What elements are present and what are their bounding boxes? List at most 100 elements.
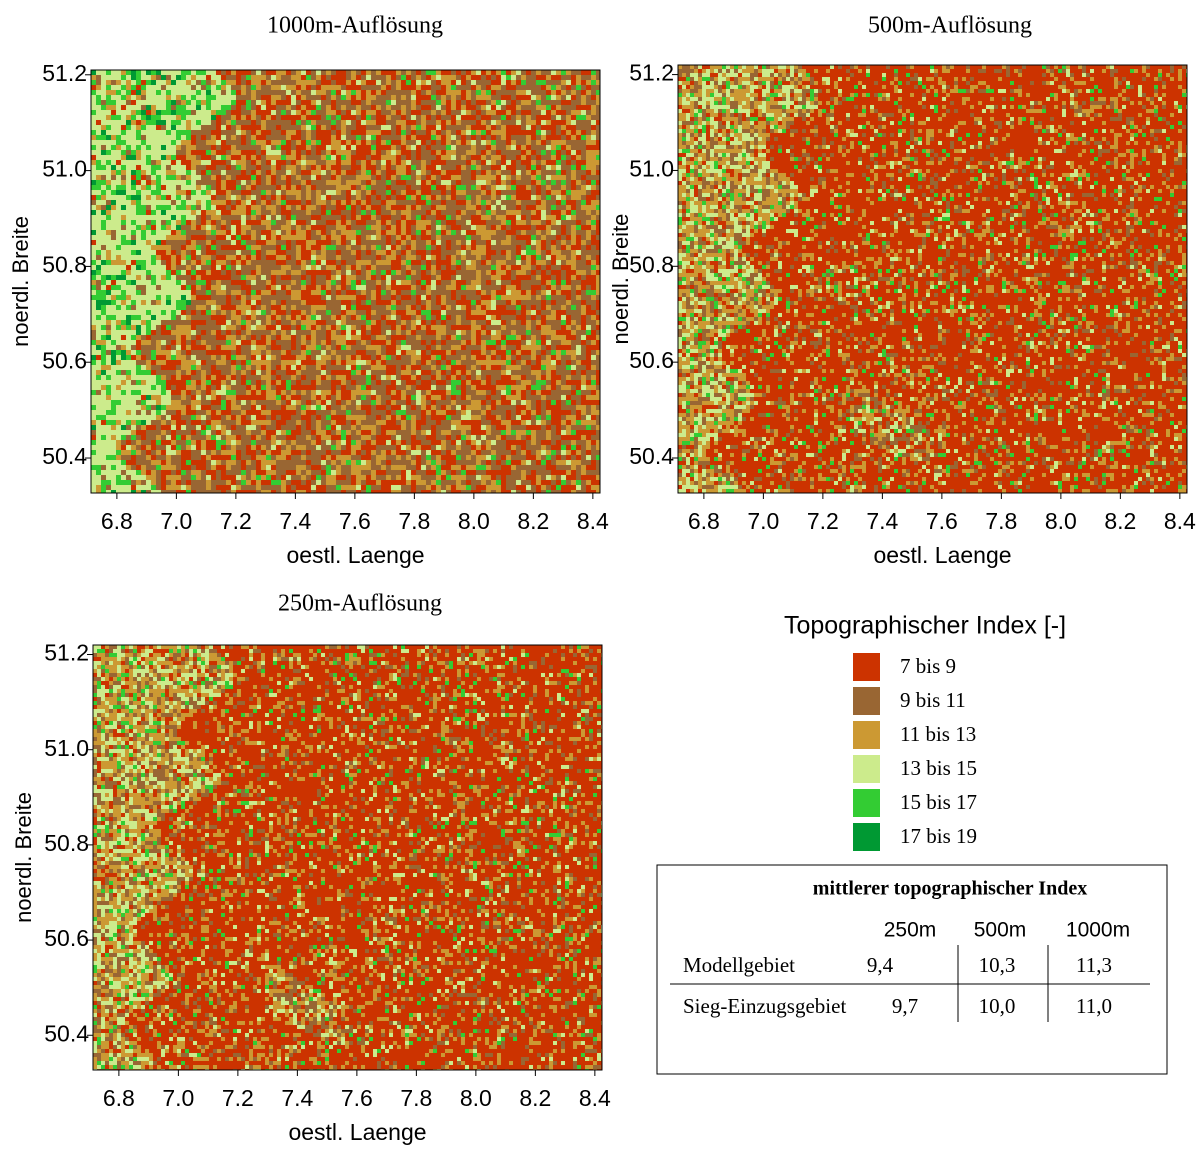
raster-cell: [351, 120, 356, 125]
raster-cell: [151, 120, 156, 125]
raster-cell: [366, 90, 371, 95]
raster-cell: [291, 95, 296, 100]
raster-cell: [236, 110, 241, 115]
raster-cell: [521, 95, 526, 100]
raster-cell: [556, 90, 561, 95]
raster-cell: [296, 130, 301, 135]
raster-cell: [516, 95, 521, 100]
raster-cell: [571, 95, 576, 100]
raster-cell: [586, 115, 591, 120]
raster-cell: [401, 90, 406, 95]
raster-cell: [181, 110, 186, 115]
raster-cell: [176, 70, 181, 75]
raster-cell: [381, 105, 386, 110]
raster-cell: [506, 110, 511, 115]
raster-cell: [356, 130, 361, 135]
raster-cell: [306, 125, 311, 130]
raster-cell: [101, 85, 106, 90]
raster-cell: [506, 115, 511, 120]
raster-cell: [476, 90, 481, 95]
raster-cell: [136, 110, 141, 115]
raster-cell: [126, 95, 131, 100]
raster-cell: [366, 105, 371, 110]
raster-cell: [421, 105, 426, 110]
raster-cell: [426, 105, 431, 110]
raster-cell: [416, 80, 421, 85]
raster-cell: [521, 75, 526, 80]
raster-cell: [231, 80, 236, 85]
raster-cell: [311, 135, 316, 140]
raster-cell: [516, 100, 521, 105]
raster-cell: [256, 80, 261, 85]
raster-cell: [486, 105, 491, 110]
raster-cell: [376, 100, 381, 105]
raster-cell: [121, 115, 126, 120]
raster-cell: [326, 95, 331, 100]
raster-cell: [201, 125, 206, 130]
raster-cell: [531, 75, 536, 80]
raster-cell: [496, 80, 501, 85]
raster-cell: [351, 110, 356, 115]
raster-cell: [151, 75, 156, 80]
raster-cell: [156, 105, 161, 110]
raster-cell: [261, 100, 266, 105]
raster-cell: [326, 115, 331, 120]
raster-cell: [276, 110, 281, 115]
raster-cell: [391, 100, 396, 105]
raster-cell: [211, 75, 216, 80]
raster-cell: [116, 80, 121, 85]
raster-cell: [226, 130, 231, 135]
raster-cell: [176, 90, 181, 95]
raster-cell: [401, 110, 406, 115]
raster-cell: [291, 90, 296, 95]
raster-cell: [346, 90, 351, 95]
raster-cell: [531, 120, 536, 125]
raster-cell: [461, 95, 466, 100]
legend-swatch: [853, 721, 880, 749]
raster-cell: [376, 130, 381, 135]
raster-cell: [126, 70, 131, 75]
raster-cell: [296, 100, 301, 105]
raster-cell: [96, 125, 101, 130]
raster-cell: [171, 105, 176, 110]
raster-cell: [106, 75, 111, 80]
raster-cell: [246, 120, 251, 125]
raster-cell: [136, 120, 141, 125]
raster-cell: [251, 105, 256, 110]
raster-cell: [131, 80, 136, 85]
table-cell: 11,3: [1076, 953, 1112, 977]
raster-cell: [281, 135, 286, 140]
raster-cell: [241, 90, 246, 95]
raster-cell: [141, 105, 146, 110]
raster-cell: [106, 70, 111, 75]
raster-cell: [396, 100, 401, 105]
raster-cell: [426, 115, 431, 120]
raster-cell: [366, 95, 371, 100]
raster-cell: [416, 130, 421, 135]
raster-cell: [581, 105, 586, 110]
raster-cell: [256, 85, 261, 90]
raster-cell: [486, 130, 491, 135]
raster-cell: [201, 90, 206, 95]
raster-cell: [116, 85, 121, 90]
raster-cell: [401, 100, 406, 105]
raster-cell: [201, 100, 206, 105]
raster-cell: [251, 120, 256, 125]
raster-cell: [161, 120, 166, 125]
raster-cell: [396, 95, 401, 100]
raster-cell: [106, 110, 111, 115]
raster-cell: [271, 110, 276, 115]
raster-cell: [381, 100, 386, 105]
raster-cell: [211, 105, 216, 110]
raster-cell: [536, 80, 541, 85]
raster-cell: [171, 115, 176, 120]
raster-cell: [176, 110, 181, 115]
raster-cell: [176, 120, 181, 125]
raster-cell: [496, 85, 501, 90]
raster-cell: [171, 80, 176, 85]
raster-cell: [426, 130, 431, 135]
raster-cell: [196, 125, 201, 130]
raster-cell: [471, 70, 476, 75]
raster-cell: [466, 95, 471, 100]
raster-cell: [401, 80, 406, 85]
